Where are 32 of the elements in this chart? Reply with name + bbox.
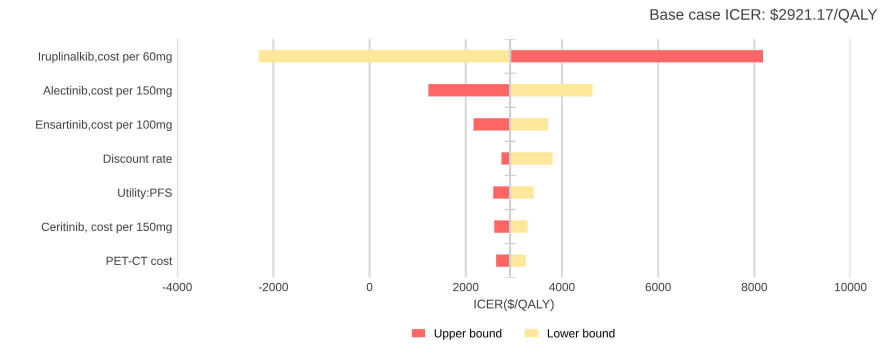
x-tick-label: 0 (366, 282, 372, 292)
x-axis-title: ICER($/QALY) (474, 299, 554, 311)
x-tick-label: 8000 (742, 282, 768, 292)
x-tick-label: 2000 (453, 282, 478, 292)
bar (259, 50, 510, 62)
legend-label: Upper bound (434, 328, 502, 340)
bar (510, 118, 548, 130)
chart-title: Base case ICER: $2921.17/QALY (650, 8, 878, 23)
y-tick-label: Utility:PFS (118, 188, 172, 200)
y-tick-label: Discount rate (104, 154, 172, 163)
bar (494, 220, 510, 233)
y-tick-label: Ensartinib,cost per 100mg (36, 120, 172, 132)
bar (510, 84, 592, 96)
bar (493, 186, 510, 199)
y-tick-label: Iruplinalkib,cost per 60mg (38, 52, 172, 63)
y-tick-label: PET-CT cost (106, 256, 172, 266)
x-tick-label: 10000 (835, 282, 867, 292)
bar (428, 84, 510, 96)
y-tick-label: Ceritinib, cost per 150mg (42, 222, 172, 234)
y-tick-label: Alectinib,cost per 150mg (43, 86, 172, 97)
bar (510, 220, 528, 233)
bar (510, 254, 526, 267)
bar (510, 152, 552, 165)
x-tick-label: -2000 (258, 282, 288, 292)
x-tick-label: 6000 (646, 282, 671, 292)
x-tick-label: 4000 (549, 282, 575, 292)
bar (474, 118, 510, 130)
bar (510, 186, 534, 199)
x-tick-label: -4000 (162, 282, 192, 292)
legend-label: Lower bound (548, 328, 614, 338)
bar (496, 254, 510, 267)
bar (510, 50, 764, 62)
